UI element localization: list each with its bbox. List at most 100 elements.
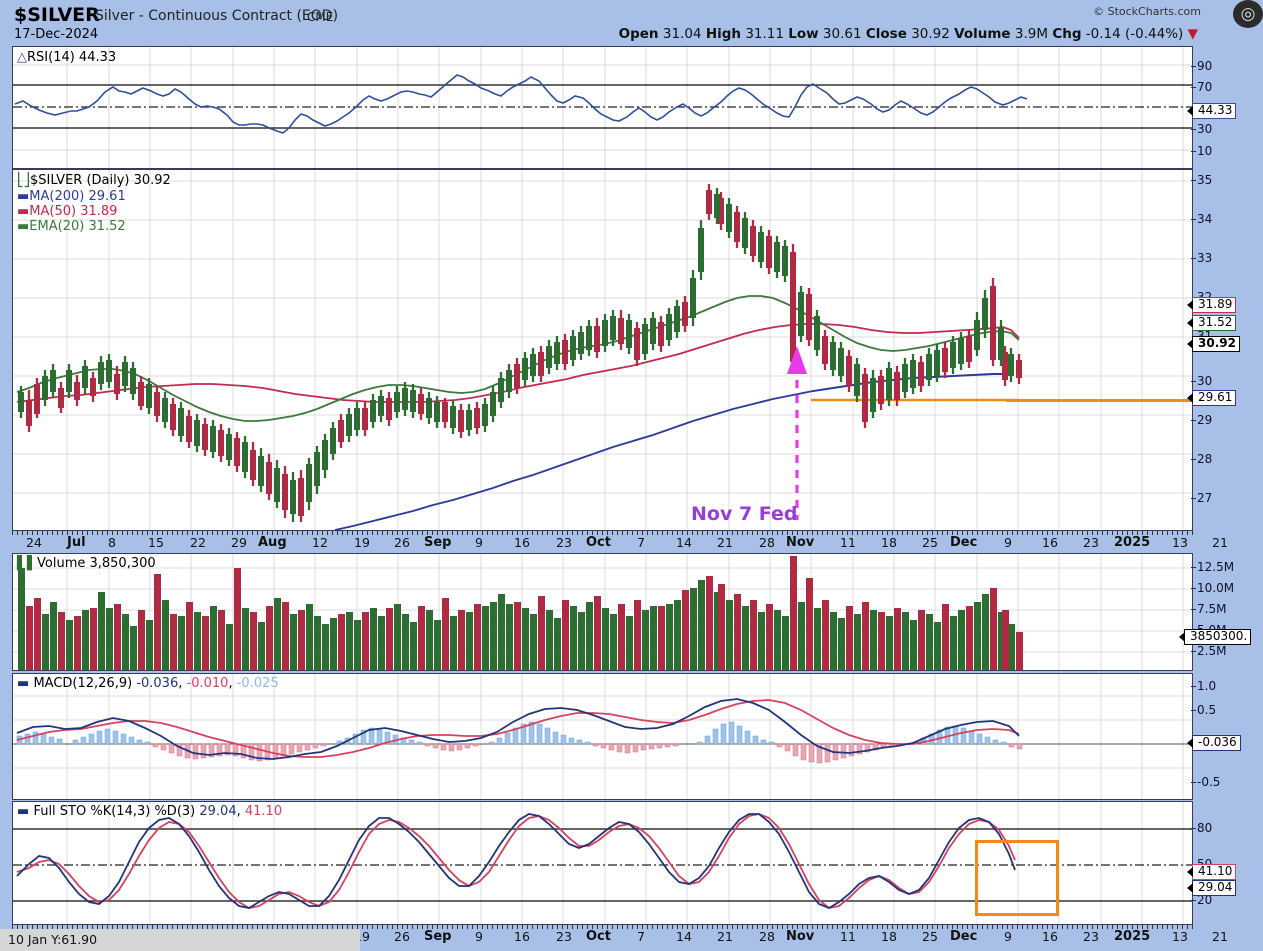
x-axis-label: 28 <box>759 535 775 550</box>
x-axis-label: 19 <box>354 535 370 550</box>
macd-value-2: -0.010 <box>186 676 229 691</box>
ema20-swatch-icon: ▬ <box>17 219 30 234</box>
rsi-tickmark-10 <box>1191 151 1196 152</box>
stochastic-panel[interactable]: ▬ Full STO %K(14,3) %D(3) 29.04, 41.10 <box>12 801 1193 925</box>
x-axis-label: 14 <box>676 535 692 550</box>
volume-tick-75m: 7.5M <box>1197 602 1227 616</box>
x-axis-label: Sep <box>424 929 452 944</box>
price-legend: ⎣⎦$SILVER (Daily) 30.92 <box>17 173 171 188</box>
stoch-k-value: 29.04 <box>199 804 237 819</box>
x-axis-label: 16 <box>1042 929 1058 944</box>
stochastic-highlight-box <box>975 840 1059 916</box>
x-axis-label: 9 <box>475 535 483 550</box>
price-tick-29: 29 <box>1197 413 1213 427</box>
x-axis-label: 9 <box>1004 929 1012 944</box>
x-axis-label: Oct <box>586 929 611 944</box>
x-axis-label: Aug <box>258 535 287 550</box>
x-axis-label: 21 <box>1212 929 1228 944</box>
x-axis-label: 23 <box>1083 535 1099 550</box>
chg-down-arrow-icon: ▼ <box>1187 26 1198 42</box>
price-panel[interactable]: ⎣⎦$SILVER (Daily) 30.92 ▬MA(200) 29.61 ▬… <box>12 169 1193 531</box>
ema20-legend: ▬EMA(20) 31.52 <box>17 219 126 234</box>
volume-bars-icon: ▌▌ <box>17 556 37 571</box>
x-axis-label: 13 <box>1172 929 1188 944</box>
ma50-price-tag: 31.89 <box>1186 297 1237 313</box>
macd-tick-neg05: -0.5 <box>1197 775 1221 789</box>
price-tick-27: 27 <box>1197 491 1213 505</box>
ticker-symbol: $SILVER <box>14 4 100 26</box>
rsi-legend-text: RSI(14) 44.33 <box>27 50 117 65</box>
high-label: High <box>705 26 742 42</box>
support-line-extension <box>1006 399 1193 402</box>
volume-bars <box>18 556 1023 670</box>
macd-line-icon: ▬ <box>17 676 30 691</box>
x-axis-label: 2025 <box>1114 535 1151 550</box>
price-tick-35: 35 <box>1197 173 1213 187</box>
source-attribution: © StockCharts.com <box>1093 5 1201 18</box>
macd-current-tag: -0.036 <box>1187 735 1241 751</box>
price-tick-34: 34 <box>1197 212 1213 226</box>
chg-value: -0.14 (-0.44%) <box>1085 26 1184 42</box>
volume-plot <box>13 554 1192 670</box>
ma200-legend-text: MA(200) 29.61 <box>29 189 126 204</box>
price-plot <box>13 170 1192 530</box>
low-value: 30.61 <box>822 26 862 42</box>
x-axis-label: 28 <box>759 929 775 944</box>
stoch-d-value: 41.10 <box>244 804 283 819</box>
x-axis-label: 9 <box>475 929 483 944</box>
stoch-tick-80: 80 <box>1197 821 1213 835</box>
ma200-price-tag: 29.61 <box>1186 390 1237 406</box>
x-axis-label: 25 <box>922 929 938 944</box>
stochastic-legend: ▬ Full STO %K(14,3) %D(3) 29.04, 41.10 <box>17 804 283 819</box>
x-axis-label: 13 <box>1172 535 1188 550</box>
stochastic-line-icon: ▬ <box>17 804 30 819</box>
x-axis-label: 23 <box>1083 929 1099 944</box>
x-axis-label: Nov <box>786 929 815 944</box>
x-axis-label: Oct <box>586 535 611 550</box>
x-axis-label: Jul <box>67 535 86 550</box>
x-axis-label: 8 <box>108 535 116 550</box>
x-axis-label: 24 <box>26 535 42 550</box>
ma50-swatch-icon: ▬ <box>17 204 30 219</box>
macd-plot <box>13 674 1192 799</box>
x-axis-label: 21 <box>1212 535 1228 550</box>
rsi-plot <box>13 47 1192 168</box>
x-axis-label: 21 <box>717 535 733 550</box>
x-axis-label: Dec <box>950 929 978 944</box>
ma50-legend-text: MA(50) 31.89 <box>29 204 118 219</box>
price-tick-33: 33 <box>1197 251 1213 265</box>
ma200-swatch-icon: ▬ <box>17 189 30 204</box>
candlestick-icon: ⎣⎦ <box>17 173 30 188</box>
x-axis-ticks-bottom <box>12 925 1193 929</box>
x-axis-label: 18 <box>881 535 897 550</box>
ma200-legend: ▬MA(200) 29.61 <box>17 189 126 204</box>
volume-label: Volume <box>954 26 1011 42</box>
volume-legend-text: Volume 3,850,300 <box>37 556 156 571</box>
x-axis-label: 12 <box>312 535 328 550</box>
volume-panel[interactable]: ▌▌Volume 3,850,300 <box>12 553 1193 671</box>
x-axis-label: 16 <box>514 929 530 944</box>
macd-tick-05: 0.5 <box>1197 703 1217 717</box>
x-axis-label: 26 <box>394 929 410 944</box>
rsi-tickmark-70 <box>1191 87 1196 88</box>
price-tick-28: 28 <box>1197 452 1213 466</box>
chart-date: 17-Dec-2024 <box>14 27 99 42</box>
x-axis-label: 7 <box>637 535 645 550</box>
low-label: Low <box>788 26 819 42</box>
rsi-panel[interactable]: △RSI(14) 44.33 <box>12 46 1193 169</box>
x-axis-label: 11 <box>840 929 856 944</box>
macd-panel[interactable]: ▬ MACD(12,26,9) -0.036, -0.010, -0.025 <box>12 673 1193 800</box>
x-axis-label: Dec <box>950 535 978 550</box>
rsi-tick-10: 10 <box>1197 144 1213 158</box>
open-label: Open <box>618 26 659 42</box>
ticker-description: Silver - Continuous Contract (EOD) <box>95 8 339 24</box>
stockcharts-logo-icon[interactable]: ◎ <box>1233 0 1263 28</box>
high-value: 31.11 <box>745 26 784 42</box>
stochastic-plot <box>13 802 1192 924</box>
last-price-tag: 30.92 <box>1187 336 1240 352</box>
volume-current-tag: 3850300. <box>1178 629 1252 645</box>
x-axis-label: 14 <box>676 929 692 944</box>
x-axis-ticks-middle <box>12 531 1193 535</box>
rsi-current-value-tag: 44.33 <box>1186 103 1237 119</box>
